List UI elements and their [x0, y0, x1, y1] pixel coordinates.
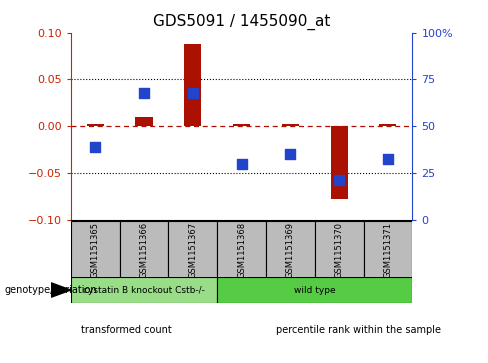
Text: genotype/variation: genotype/variation	[5, 285, 98, 295]
Text: percentile rank within the sample: percentile rank within the sample	[276, 325, 441, 335]
Point	[189, 90, 197, 96]
Point	[238, 160, 245, 166]
Text: GSM1151366: GSM1151366	[140, 221, 148, 278]
Text: GSM1151369: GSM1151369	[286, 221, 295, 278]
Text: GSM1151365: GSM1151365	[91, 221, 100, 278]
Polygon shape	[51, 283, 71, 297]
Text: GSM1151370: GSM1151370	[335, 221, 344, 278]
Point	[286, 151, 294, 157]
Bar	[168, 221, 217, 278]
Bar	[217, 277, 412, 303]
Text: cystatin B knockout Cstb-/-: cystatin B knockout Cstb-/-	[83, 286, 205, 294]
Title: GDS5091 / 1455090_at: GDS5091 / 1455090_at	[153, 14, 330, 30]
Point	[384, 156, 392, 162]
Bar	[71, 221, 120, 278]
Bar	[120, 221, 168, 278]
Bar	[331, 126, 347, 199]
Bar	[233, 124, 250, 126]
Point	[335, 178, 343, 183]
Text: GSM1151367: GSM1151367	[188, 221, 197, 278]
Text: GSM1151371: GSM1151371	[384, 221, 392, 278]
Bar	[184, 44, 201, 126]
Bar	[71, 277, 217, 303]
Text: GSM1151368: GSM1151368	[237, 221, 246, 278]
Bar	[380, 124, 396, 126]
Bar	[87, 124, 104, 126]
Bar	[282, 124, 299, 126]
Bar	[364, 221, 412, 278]
Point	[91, 144, 99, 150]
Bar	[135, 117, 152, 126]
Text: wild type: wild type	[294, 286, 336, 294]
Text: transformed count: transformed count	[81, 325, 171, 335]
Point	[140, 90, 148, 96]
Bar	[315, 221, 364, 278]
Bar	[266, 221, 315, 278]
Bar	[217, 221, 266, 278]
